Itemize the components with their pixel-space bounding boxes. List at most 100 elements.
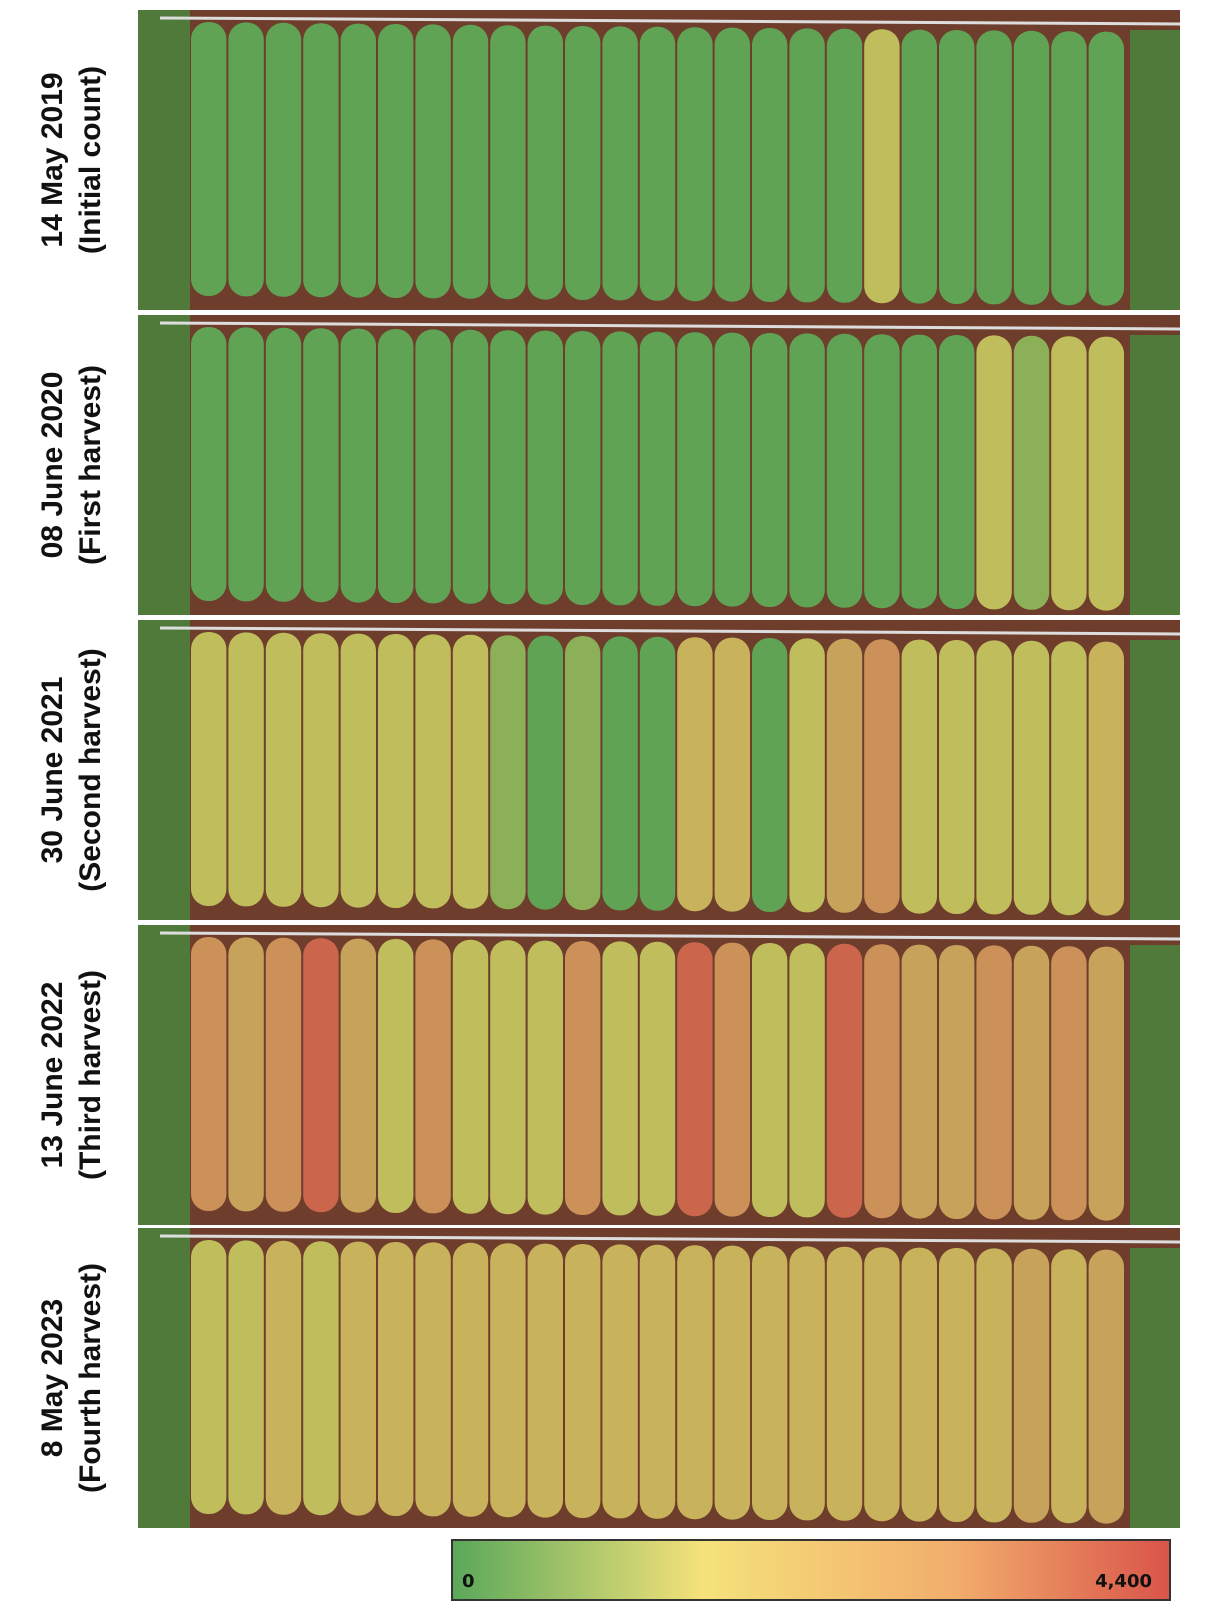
plot-strip [1089, 642, 1124, 916]
plot-strip [902, 640, 937, 914]
plot-strip [827, 1247, 862, 1521]
plot-strip [415, 1242, 450, 1516]
plot-strip [490, 1243, 525, 1517]
plot-strip [677, 27, 712, 301]
plot-strip [191, 937, 226, 1211]
plot-strip [715, 28, 750, 302]
plot-strip [752, 333, 787, 607]
plot-strip [602, 1244, 637, 1518]
field-edge [1130, 945, 1180, 1225]
plot-strip [789, 333, 824, 607]
plot-strip [303, 938, 338, 1212]
plot-strip [976, 945, 1011, 1219]
colorbar-max: 4,400 [1095, 1571, 1152, 1592]
field-edge [1130, 335, 1180, 615]
plot-strip [640, 27, 675, 301]
plot-strip [1089, 1250, 1124, 1524]
plot-strip [1051, 641, 1086, 915]
panel-date: 08 June 2020 [36, 372, 69, 559]
plot-strip [976, 335, 1011, 609]
plot-strip [1051, 336, 1086, 610]
plot-strip [789, 943, 824, 1217]
field-edge [138, 925, 190, 1225]
plot-strip [565, 1244, 600, 1518]
plot-strip [528, 941, 563, 1215]
plot-strip [191, 327, 226, 601]
plot-strip [715, 943, 750, 1217]
plot-strip [490, 25, 525, 299]
plot-strip [228, 1240, 263, 1514]
plot-strip [789, 638, 824, 912]
plot-strip [228, 632, 263, 906]
plot-strip [228, 22, 263, 296]
panel-date: 13 June 2022 [36, 982, 69, 1169]
plot-strip [1089, 337, 1124, 611]
field-edge [138, 1228, 190, 1528]
plot-strip [565, 941, 600, 1215]
plot-strip [752, 1246, 787, 1520]
plot-strip [827, 639, 862, 913]
panel-note: (First harvest) [74, 365, 107, 565]
plot-strip [415, 634, 450, 908]
plot-strip [341, 634, 376, 908]
plot-strip [789, 28, 824, 302]
plot-strip [341, 329, 376, 603]
plot-strip [864, 334, 899, 608]
plot-strip [378, 939, 413, 1213]
plot-strip [640, 1245, 675, 1519]
field-edge [138, 315, 190, 615]
plot-strip [864, 29, 899, 303]
field-edge [1130, 30, 1180, 310]
plot-strip [602, 941, 637, 1215]
plot-strip [939, 945, 974, 1219]
plot-strip [827, 944, 862, 1218]
plot-strip [1014, 641, 1049, 915]
plot-strip [528, 331, 563, 605]
plot-strip [1089, 947, 1124, 1221]
plot-strip [640, 332, 675, 606]
plot-strip [1014, 31, 1049, 305]
plot-strip [415, 24, 450, 298]
plot-strip [415, 329, 450, 603]
plot-strip [827, 29, 862, 303]
field-edge [138, 10, 190, 310]
colorbar [452, 1540, 1170, 1600]
plot-strip [864, 944, 899, 1218]
plot-strip [453, 635, 488, 909]
plot-strip [266, 1241, 301, 1515]
plot-strip [902, 30, 937, 304]
plot-strip [789, 1246, 824, 1520]
plot-strip [902, 335, 937, 609]
plot-strip [677, 637, 712, 911]
plot-strip [490, 330, 525, 604]
colorbar-min: 0 [462, 1571, 475, 1592]
plot-strip [490, 635, 525, 909]
plot-strip [939, 30, 974, 304]
plot-strip [602, 636, 637, 910]
plot-strip [1014, 336, 1049, 610]
field-edge [138, 620, 190, 920]
plot-strip [902, 945, 937, 1219]
plot-strip [453, 330, 488, 604]
plot-strip [191, 632, 226, 906]
plot-strip [528, 26, 563, 300]
plot-strip [1051, 31, 1086, 305]
plot-strip [677, 942, 712, 1216]
plot-strip [453, 25, 488, 299]
field-edge [1130, 1248, 1180, 1528]
plot-strip [228, 937, 263, 1211]
panel-date: 30 June 2021 [36, 677, 69, 864]
plot-strip [303, 1241, 338, 1515]
plot-strip [677, 1245, 712, 1519]
plot-strip [902, 1248, 937, 1522]
plot-strip [266, 938, 301, 1212]
plot-strip [1089, 32, 1124, 306]
figure: 14 May 2019(Initial count)08 June 2020(F… [0, 0, 1207, 1607]
plot-strip [378, 329, 413, 603]
plot-strip [752, 28, 787, 302]
plot-strip [228, 327, 263, 601]
plot-strip [565, 331, 600, 605]
plot-strip [939, 1248, 974, 1522]
plot-strip [1014, 1249, 1049, 1523]
plot-strip [827, 334, 862, 608]
